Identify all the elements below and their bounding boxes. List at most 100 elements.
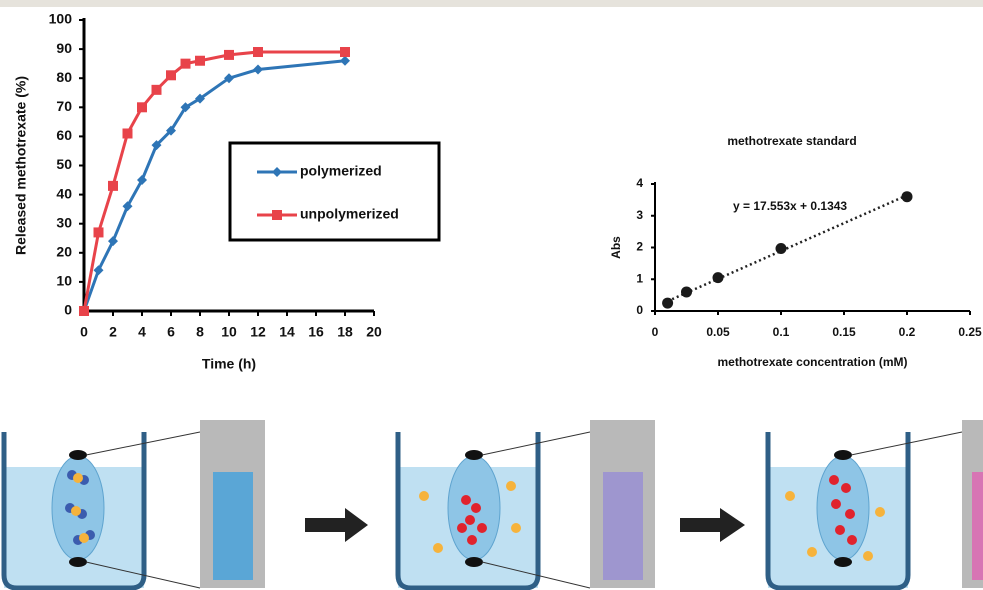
marker bbox=[122, 128, 133, 139]
marker bbox=[137, 175, 147, 186]
marker bbox=[253, 64, 263, 75]
clip bbox=[465, 450, 483, 460]
y-tick-label: 50 bbox=[56, 156, 72, 172]
marker bbox=[180, 58, 191, 69]
stage-1 bbox=[1, 420, 265, 590]
zoom-line bbox=[481, 431, 591, 456]
clip bbox=[834, 450, 852, 460]
marker bbox=[224, 49, 234, 60]
marker bbox=[180, 102, 191, 113]
marker bbox=[79, 306, 89, 316]
solution bbox=[603, 472, 643, 580]
marker bbox=[340, 47, 350, 58]
y-tick-label: 70 bbox=[56, 98, 72, 114]
y-tick-label: 80 bbox=[56, 69, 72, 85]
marker bbox=[122, 201, 133, 212]
marker bbox=[108, 236, 118, 247]
x-tick-label: 0.15 bbox=[832, 325, 856, 339]
y-tick-label: 2 bbox=[636, 240, 643, 254]
marker bbox=[253, 47, 263, 58]
drug bbox=[71, 473, 89, 543]
x-tick-label: 14 bbox=[279, 324, 295, 340]
zoom-line bbox=[850, 431, 963, 456]
y-axis-label: Abs bbox=[609, 236, 623, 259]
x-tick-label: 8 bbox=[196, 324, 204, 340]
y-tick-label: 90 bbox=[56, 40, 72, 56]
marker bbox=[272, 167, 282, 177]
particles bbox=[829, 475, 857, 545]
x-tick-label: 2 bbox=[109, 324, 117, 340]
particles bbox=[457, 495, 487, 545]
beaker bbox=[1, 432, 147, 590]
y-axis-label: Released methotrexate (%) bbox=[13, 76, 29, 255]
x-axis-label: Time (h) bbox=[202, 356, 256, 372]
x-axis-label: methotrexate concentration (mM) bbox=[717, 355, 907, 369]
y-tick-label: 20 bbox=[56, 244, 72, 260]
x-tick-label: 0.1 bbox=[773, 325, 790, 339]
membrane bbox=[816, 455, 870, 561]
arrow bbox=[305, 508, 368, 542]
marker bbox=[340, 55, 350, 66]
point bbox=[775, 242, 787, 254]
y-tick-label: 100 bbox=[49, 11, 73, 27]
clip bbox=[465, 557, 483, 567]
stage-2 bbox=[395, 420, 655, 590]
arrow bbox=[680, 508, 745, 542]
legend-box bbox=[228, 141, 441, 242]
zoom-line bbox=[481, 561, 591, 589]
point bbox=[681, 286, 692, 298]
y-tick-label: 30 bbox=[56, 214, 72, 230]
solution bbox=[213, 472, 253, 580]
y-tick-label: 4 bbox=[636, 176, 643, 190]
x-tick-label: 12 bbox=[250, 324, 266, 340]
x-tick-label: 0.05 bbox=[706, 325, 730, 339]
clip bbox=[834, 557, 852, 567]
illustration bbox=[1, 420, 983, 590]
beaker bbox=[765, 432, 911, 590]
y-tick-label: 60 bbox=[56, 127, 72, 143]
clip bbox=[69, 557, 87, 567]
legend-label: polymerized bbox=[300, 163, 382, 179]
y-tick-label: 0 bbox=[636, 303, 643, 317]
marker bbox=[166, 70, 176, 81]
clip bbox=[69, 450, 87, 460]
x-tick-label: 18 bbox=[337, 324, 353, 340]
zoom-line bbox=[85, 561, 201, 589]
x-tick-label: 20 bbox=[366, 324, 382, 340]
stage-3 bbox=[765, 420, 983, 590]
marker bbox=[151, 140, 162, 151]
marker bbox=[195, 55, 205, 66]
x-tick-label: 16 bbox=[308, 324, 324, 340]
marker bbox=[151, 84, 162, 95]
beaker bbox=[395, 432, 541, 590]
y-tick-label: 0 bbox=[64, 302, 72, 318]
marker bbox=[224, 73, 234, 84]
marker bbox=[166, 125, 176, 136]
marker bbox=[108, 180, 118, 191]
x-tick-label: 6 bbox=[167, 324, 175, 340]
y-tick-label: 3 bbox=[636, 208, 643, 222]
top-strip bbox=[0, 0, 983, 7]
point bbox=[662, 297, 674, 309]
y-tick-label: 1 bbox=[636, 271, 643, 285]
drug bbox=[785, 491, 885, 561]
trendline bbox=[667, 194, 908, 303]
y-tick-label: 10 bbox=[56, 273, 72, 289]
legend-label: unpolymerized bbox=[300, 206, 399, 222]
y-tick-label: 40 bbox=[56, 185, 72, 201]
marker bbox=[93, 265, 104, 276]
x-tick-label: 0 bbox=[80, 324, 88, 340]
marker bbox=[195, 93, 205, 104]
solution bbox=[972, 472, 983, 580]
zoom-line bbox=[85, 431, 201, 456]
x-tick-label: 10 bbox=[221, 324, 237, 340]
point bbox=[901, 191, 913, 203]
marker bbox=[137, 102, 147, 113]
drug bbox=[419, 481, 521, 553]
series-line bbox=[82, 59, 346, 312]
marker bbox=[93, 227, 104, 238]
x-tick-label: 4 bbox=[138, 324, 146, 340]
marker bbox=[272, 210, 282, 220]
trendline-label: y = 17.553x + 0.1343 bbox=[733, 199, 847, 213]
